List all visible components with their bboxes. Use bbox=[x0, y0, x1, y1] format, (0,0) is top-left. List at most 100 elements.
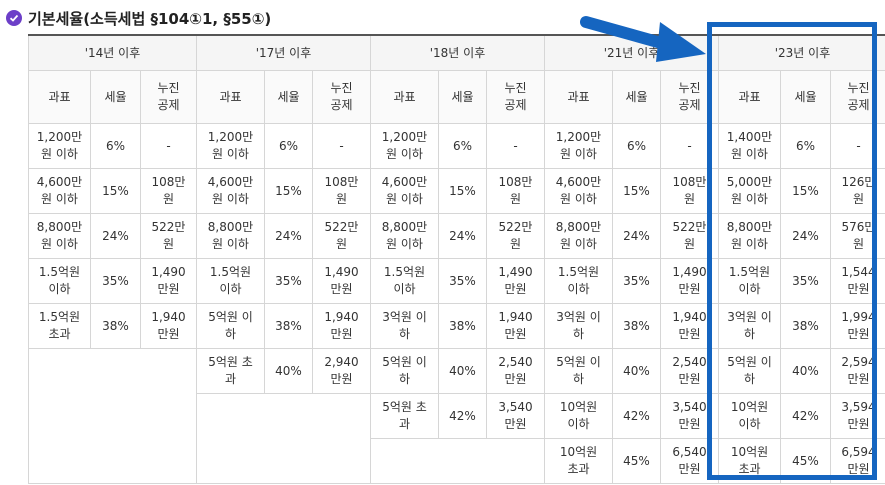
deduction-cell: 1,940 만원 bbox=[312, 303, 371, 349]
col-header-rate: 세율 bbox=[438, 70, 487, 124]
deduction-cell: 522만 원 bbox=[140, 213, 197, 259]
deduction-cell: 1,940 만원 bbox=[140, 303, 197, 349]
tax-base-cell: 1.5억원 이하 bbox=[28, 258, 91, 304]
tax-rate-cell: 15% bbox=[612, 168, 661, 214]
deduction-cell: 6,594 만원 bbox=[830, 438, 885, 484]
tax-rate-cell: 40% bbox=[264, 348, 313, 394]
deduction-cell: 1,940 만원 bbox=[486, 303, 545, 349]
deduction-cell: 522만 원 bbox=[312, 213, 371, 259]
tax-rate-cell: 42% bbox=[780, 393, 831, 439]
deduction-cell: 1,490 만원 bbox=[660, 258, 719, 304]
period-header: '14년 이후 bbox=[28, 34, 197, 71]
tax-rate-cell: 38% bbox=[438, 303, 487, 349]
deduction-cell: 108만 원 bbox=[312, 168, 371, 214]
tax-base-cell: 1,200만 원 이하 bbox=[370, 123, 439, 169]
tax-base-cell: 1,400만 원 이하 bbox=[718, 123, 781, 169]
tax-rate-table: '14년 이후 '17년 이후 '18년 이후 '21년 이후 '23년 이후 과표 세율… bbox=[28, 34, 885, 484]
col-header-deduction: 누진 공제 bbox=[486, 70, 545, 124]
tax-rate-cell: 35% bbox=[438, 258, 487, 304]
deduction-cell: 108만 원 bbox=[660, 168, 719, 214]
deduction-cell: 576만 원 bbox=[830, 213, 885, 259]
col-header-rate: 세율 bbox=[780, 70, 831, 124]
deduction-cell: - bbox=[140, 123, 197, 169]
check-circle-icon bbox=[6, 10, 22, 26]
deduction-cell: 108만 원 bbox=[140, 168, 197, 214]
deduction-cell: 2,540 만원 bbox=[660, 348, 719, 394]
tax-base-cell: 8,800만 원 이하 bbox=[196, 213, 265, 259]
period-header: '17년 이후 bbox=[196, 34, 371, 71]
tax-rate-cell: 35% bbox=[780, 258, 831, 304]
deduction-cell: - bbox=[830, 123, 885, 169]
deduction-cell: - bbox=[312, 123, 371, 169]
deduction-cell: 2,540 만원 bbox=[486, 348, 545, 394]
tax-rate-cell: 15% bbox=[780, 168, 831, 214]
deduction-cell: 1,490 만원 bbox=[140, 258, 197, 304]
deduction-cell: - bbox=[486, 123, 545, 169]
tax-rate-cell: 24% bbox=[612, 213, 661, 259]
tax-rate-cell: 15% bbox=[264, 168, 313, 214]
deduction-cell: 1,940 만원 bbox=[660, 303, 719, 349]
col-header-base: 과표 bbox=[28, 70, 91, 124]
col-header-rate: 세율 bbox=[90, 70, 141, 124]
empty-cell bbox=[196, 393, 371, 484]
tax-rate-cell: 35% bbox=[90, 258, 141, 304]
tax-base-cell: 1.5억원 이하 bbox=[544, 258, 613, 304]
table-row: 1.5억원 이하 35% 1,490 만원 1.5억원 이하 35% 1,490 만원 1.5억원 이… bbox=[28, 258, 885, 304]
tax-rate-cell: 35% bbox=[612, 258, 661, 304]
tax-rate-cell: 38% bbox=[90, 303, 141, 349]
col-header-deduction: 누진 공제 bbox=[830, 70, 885, 124]
deduction-cell: 3,540 만원 bbox=[660, 393, 719, 439]
deduction-cell: 1,544 만원 bbox=[830, 258, 885, 304]
tax-rate-cell: 6% bbox=[438, 123, 487, 169]
section-title: 기본세율(소득세법 §104①1, §55①) bbox=[6, 6, 271, 30]
deduction-cell: 126만 원 bbox=[830, 168, 885, 214]
tax-rate-cell: 35% bbox=[264, 258, 313, 304]
table-row: 4,600만 원 이하 15% 108만 원 4,600만 원 이하 15% 108만 원 4,60… bbox=[28, 168, 885, 214]
deduction-cell: 522만 원 bbox=[660, 213, 719, 259]
tax-rate-cell: 24% bbox=[90, 213, 141, 259]
tax-rate-cell: 24% bbox=[438, 213, 487, 259]
tax-base-cell: 4,600만 원 이하 bbox=[196, 168, 265, 214]
tax-rate-cell: 40% bbox=[612, 348, 661, 394]
tax-rate-cell: 45% bbox=[780, 438, 831, 484]
deduction-cell: 3,594 만원 bbox=[830, 393, 885, 439]
deduction-cell: 1,994 만원 bbox=[830, 303, 885, 349]
empty-cell bbox=[370, 438, 545, 484]
tax-rate-cell: 42% bbox=[612, 393, 661, 439]
tax-base-cell: 1.5억원 초과 bbox=[28, 303, 91, 349]
tax-rate-cell: 24% bbox=[264, 213, 313, 259]
period-header: '18년 이후 bbox=[370, 34, 545, 71]
tax-rate-cell: 45% bbox=[612, 438, 661, 484]
deduction-cell: 6,540 만원 bbox=[660, 438, 719, 484]
tax-base-cell: 10억원 초과 bbox=[718, 438, 781, 484]
col-header-base: 과표 bbox=[370, 70, 439, 124]
deduction-cell: 1,490 만원 bbox=[312, 258, 371, 304]
tax-base-cell: 1.5억원 이하 bbox=[718, 258, 781, 304]
tax-base-cell: 4,600만 원 이하 bbox=[544, 168, 613, 214]
tax-rate-cell: 38% bbox=[780, 303, 831, 349]
tax-rate-cell: 6% bbox=[780, 123, 831, 169]
tax-base-cell: 1,200만 원 이하 bbox=[196, 123, 265, 169]
deduction-cell: 1,490 만원 bbox=[486, 258, 545, 304]
tax-rate-cell: 38% bbox=[264, 303, 313, 349]
tax-rate-cell: 15% bbox=[438, 168, 487, 214]
tax-base-cell: 4,600만 원 이하 bbox=[370, 168, 439, 214]
tax-base-cell: 1.5억원 이하 bbox=[370, 258, 439, 304]
tax-base-cell: 10억원 이하 bbox=[718, 393, 781, 439]
tax-rate-cell: 15% bbox=[90, 168, 141, 214]
col-header-base: 과표 bbox=[544, 70, 613, 124]
deduction-cell: 3,540 만원 bbox=[486, 393, 545, 439]
deduction-cell: 2,940 만원 bbox=[312, 348, 371, 394]
tax-rate-cell: 6% bbox=[612, 123, 661, 169]
table-row: 5억원 초 과 40% 2,940 만원 5억원 이 하 40% 2,540 만원 5억원 이 하 40… bbox=[28, 348, 885, 484]
